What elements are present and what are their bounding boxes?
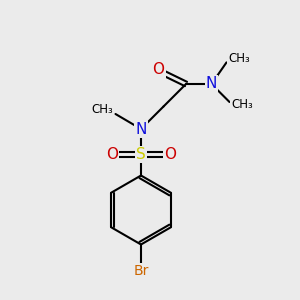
Text: Br: Br bbox=[133, 264, 149, 278]
Text: O: O bbox=[152, 62, 164, 77]
Text: CH₃: CH₃ bbox=[91, 103, 113, 116]
Text: N: N bbox=[206, 76, 217, 92]
Text: S: S bbox=[136, 147, 146, 162]
Text: CH₃: CH₃ bbox=[231, 98, 253, 112]
Text: O: O bbox=[164, 147, 176, 162]
Text: CH₃: CH₃ bbox=[228, 52, 250, 65]
Text: N: N bbox=[135, 122, 147, 136]
Text: O: O bbox=[106, 147, 118, 162]
